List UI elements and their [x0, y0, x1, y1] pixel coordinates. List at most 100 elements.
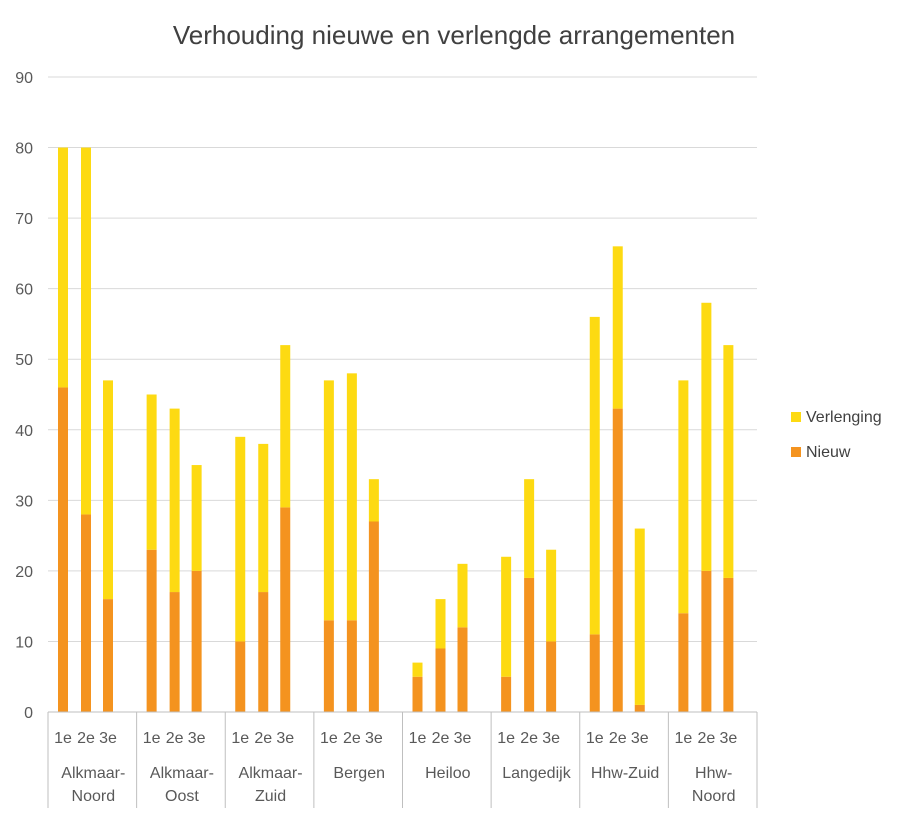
bar-nieuw-heiloo-1e: [412, 676, 423, 712]
bar-verlenging-alkmaar-oost-1e: [146, 394, 157, 550]
x-subcategory-label: 2e: [609, 730, 627, 747]
bar-nieuw-alkmaar-noord-2e: [81, 514, 91, 712]
x-group-label: Noord: [72, 788, 116, 805]
bar-verlenging-hhw-zuid-3e: [634, 528, 645, 705]
y-tick-label: 0: [24, 705, 33, 722]
y-tick-label: 80: [15, 141, 33, 158]
bar-nieuw-hhw-noord-3e: [723, 577, 734, 712]
x-group-label: Alkmaar-: [61, 765, 125, 782]
x-subcategory-label: 1e: [497, 730, 515, 747]
bar-verlenging-hhw-zuid-1e: [589, 316, 600, 635]
legend-swatch: [791, 447, 801, 457]
bar-verlenging-bergen-1e: [323, 380, 334, 621]
bar-verlenging-langedijk-3e: [546, 549, 557, 642]
bar-verlenging-hhw-noord-2e: [701, 302, 712, 571]
x-group-label: Hhw-: [695, 765, 732, 782]
y-tick-label: 20: [15, 564, 33, 581]
x-subcategory-label: 1e: [586, 730, 604, 747]
bar-nieuw-heiloo-2e: [435, 648, 446, 712]
y-tick-label: 50: [15, 352, 33, 369]
x-subcategory-label: 3e: [99, 730, 117, 747]
bar-nieuw-alkmaar-noord-1e: [58, 387, 68, 712]
x-subcategory-label: 3e: [188, 730, 206, 747]
bar-verlenging-heiloo-3e: [457, 563, 468, 628]
x-group-label: Oost: [165, 788, 199, 805]
bar-nieuw-bergen-2e: [346, 620, 357, 712]
bar-verlenging-alkmaar-zuid-3e: [280, 345, 291, 508]
y-tick-label: 70: [15, 211, 33, 228]
bar-nieuw-alkmaar-oost-1e: [146, 549, 157, 712]
x-subcategory-label: 3e: [542, 730, 560, 747]
bar-nieuw-alkmaar-zuid-3e: [280, 507, 291, 712]
bar-nieuw-langedijk-1e: [501, 676, 512, 712]
x-group-label: Zuid: [255, 788, 286, 805]
bar-nieuw-bergen-1e: [323, 620, 334, 712]
x-subcategory-label: 3e: [719, 730, 737, 747]
bar-verlenging-bergen-2e: [346, 373, 357, 621]
y-tick-label: 30: [15, 493, 33, 510]
x-subcategory-label: 1e: [54, 730, 72, 747]
x-subcategory-label: 2e: [254, 730, 272, 747]
x-subcategory-label: 2e: [697, 730, 715, 747]
x-group-label: Langedijk: [502, 765, 572, 782]
bar-nieuw-bergen-3e: [368, 521, 379, 712]
bar-verlenging-bergen-3e: [368, 479, 379, 522]
x-subcategory-label: 1e: [674, 730, 692, 747]
y-tick-label: 90: [15, 70, 33, 87]
x-subcategory-label: 3e: [454, 730, 472, 747]
y-tick-label: 60: [15, 282, 33, 299]
bar-verlenging-hhw-noord-3e: [723, 345, 734, 578]
bar-verlenging-alkmaar-noord-3e: [103, 380, 113, 600]
x-subcategory-label: 2e: [166, 730, 184, 747]
bar-verlenging-alkmaar-noord-2e: [81, 147, 91, 515]
bar-nieuw-heiloo-3e: [457, 627, 468, 712]
bar-verlenging-alkmaar-zuid-2e: [258, 443, 269, 593]
x-subcategory-label: 1e: [320, 730, 338, 747]
x-subcategory-label: 1e: [409, 730, 427, 747]
legend-swatch: [791, 412, 801, 422]
legend-label: Verlenging: [806, 409, 882, 426]
bar-verlenging-alkmaar-oost-2e: [169, 408, 180, 593]
bar-nieuw-langedijk-2e: [524, 577, 535, 712]
bar-verlenging-heiloo-1e: [412, 662, 423, 677]
bar-nieuw-alkmaar-oost-3e: [191, 570, 202, 712]
y-tick-label: 10: [15, 634, 33, 651]
x-group-label: Alkmaar-: [150, 765, 214, 782]
bar-verlenging-hhw-zuid-2e: [612, 246, 623, 409]
bar-nieuw-hhw-zuid-3e: [634, 704, 645, 712]
x-group-label: Noord: [692, 788, 736, 805]
x-subcategory-label: 3e: [276, 730, 294, 747]
bar-nieuw-hhw-noord-1e: [678, 613, 689, 712]
legend-label: Nieuw: [806, 444, 851, 461]
x-subcategory-label: 1e: [231, 730, 249, 747]
legend: Verlenging Nieuw: [791, 409, 882, 461]
x-subcategory-label: 3e: [365, 730, 383, 747]
x-subcategory-label: 1e: [143, 730, 161, 747]
x-subcategory-label: 2e: [77, 730, 95, 747]
bar-nieuw-hhw-noord-2e: [701, 570, 712, 712]
y-axis-ticks: 0 10 20 30 40 50 60 70 80 90: [15, 70, 33, 722]
x-subcategory-label: 2e: [343, 730, 361, 747]
x-group-label: Bergen: [333, 765, 385, 782]
x-subcategory-label: 2e: [520, 730, 538, 747]
bar-nieuw-langedijk-3e: [546, 641, 557, 712]
gridlines: [48, 76, 757, 642]
bar-nieuw-hhw-zuid-2e: [612, 408, 623, 712]
x-subcategory-label: 3e: [631, 730, 649, 747]
y-tick-label: 40: [15, 423, 33, 440]
bar-verlenging-heiloo-2e: [435, 599, 446, 649]
bar-nieuw-alkmaar-zuid-2e: [258, 592, 269, 712]
bar-verlenging-alkmaar-oost-3e: [191, 465, 202, 571]
bar-verlenging-langedijk-2e: [524, 479, 535, 578]
x-group-label: Hhw-Zuid: [591, 765, 659, 782]
x-group-label: Heiloo: [425, 765, 470, 782]
x-subcategory-label: 2e: [432, 730, 450, 747]
bar-nieuw-alkmaar-noord-3e: [103, 599, 113, 712]
bars: [58, 147, 734, 712]
bar-nieuw-alkmaar-zuid-1e: [235, 641, 246, 712]
bar-verlenging-langedijk-1e: [501, 556, 512, 677]
bar-nieuw-alkmaar-oost-2e: [169, 592, 180, 712]
bar-verlenging-alkmaar-zuid-1e: [235, 436, 246, 642]
